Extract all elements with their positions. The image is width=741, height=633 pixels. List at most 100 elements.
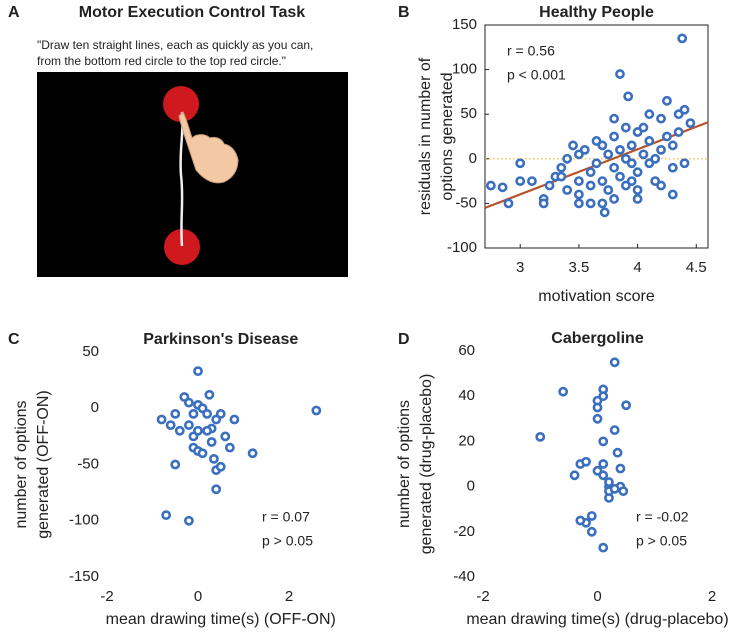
data-point	[626, 176, 637, 186]
data-point	[609, 131, 620, 142]
data-point	[679, 158, 690, 169]
y-axis-label: generated (drug-placebo)	[418, 374, 435, 555]
data-point	[618, 486, 629, 497]
data-point	[311, 405, 322, 416]
data-point	[609, 113, 620, 124]
y-tick-label: 20	[458, 432, 475, 449]
y-tick-label: 0	[467, 478, 475, 495]
data-point	[573, 198, 584, 209]
data-point	[193, 425, 203, 436]
x-axis-label: motivation score	[538, 288, 655, 305]
data-point	[215, 408, 226, 419]
data-point	[527, 176, 537, 186]
data-point	[662, 131, 672, 142]
data-point	[515, 158, 526, 169]
y-tick-label: 0	[91, 399, 99, 416]
data-point	[597, 140, 608, 151]
stat-annotation: r = 0.56	[507, 43, 555, 59]
data-point	[573, 189, 584, 200]
panel-label: B	[398, 4, 410, 21]
x-axis-label: mean drawing time(s) (OFF-ON)	[106, 611, 336, 628]
y-tick-label: 50	[82, 343, 99, 360]
data-point	[183, 420, 194, 431]
data-point	[193, 366, 203, 377]
data-point	[685, 118, 696, 129]
data-point	[224, 442, 235, 453]
data-point	[612, 447, 623, 458]
chart-title: Parkinson's Disease	[143, 331, 298, 348]
data-point	[573, 176, 584, 186]
data-point	[503, 198, 514, 209]
data-point	[558, 386, 569, 397]
data-point	[202, 425, 212, 436]
data-point	[603, 149, 614, 160]
data-point	[535, 431, 546, 442]
data-point	[638, 149, 649, 160]
data-point	[677, 33, 688, 44]
chart-title: Healthy People	[539, 4, 654, 21]
data-point	[615, 69, 625, 79]
stat-annotation: p < 0.001	[507, 67, 566, 83]
data-point	[209, 453, 219, 464]
stat-annotation: p > 0.05	[636, 533, 687, 549]
target-circle	[163, 86, 199, 122]
x-tick-label: 2	[285, 588, 293, 605]
data-point	[156, 414, 167, 425]
y-tick-label: -50	[77, 455, 99, 472]
y-axis-label: residuals in number of	[417, 57, 434, 215]
data-point	[170, 408, 181, 419]
x-tick-label: 0	[194, 588, 202, 605]
data-point	[515, 176, 526, 186]
data-point	[656, 144, 666, 155]
data-point	[183, 397, 194, 408]
panel-label: A	[8, 4, 20, 21]
data-point	[202, 408, 212, 419]
data-point	[220, 431, 231, 442]
y-tick-label: -50	[455, 194, 477, 211]
data-point	[662, 95, 672, 106]
data-point	[497, 182, 508, 193]
data-point	[656, 113, 666, 124]
data-point	[161, 510, 172, 521]
data-point	[569, 470, 580, 481]
x-tick-label: 3	[516, 259, 524, 276]
data-point	[591, 158, 602, 169]
start-circle	[164, 229, 200, 265]
data-point	[598, 542, 609, 553]
data-point	[170, 459, 181, 470]
data-point	[609, 357, 620, 368]
data-point	[638, 122, 649, 133]
y-tick-label: 60	[458, 342, 475, 359]
y-tick-label: -150	[69, 568, 99, 585]
data-point	[667, 162, 678, 173]
data-point	[165, 420, 176, 431]
stat-annotation: r = 0.07	[262, 509, 310, 525]
data-point	[632, 194, 643, 204]
instruction-line: from the bottom red circle to the top re…	[37, 54, 286, 68]
data-point	[174, 425, 185, 436]
task-illustration	[37, 72, 348, 277]
data-point	[656, 180, 666, 191]
data-point	[598, 470, 609, 481]
drawn-line	[179, 111, 184, 247]
data-point	[650, 153, 661, 164]
data-point	[609, 425, 620, 435]
data-point	[673, 127, 684, 137]
data-point	[544, 180, 555, 191]
data-point	[575, 515, 586, 526]
data-point	[632, 167, 643, 178]
y-tick-label: -40	[453, 568, 475, 585]
data-point	[592, 402, 603, 413]
data-point	[197, 448, 208, 459]
x-tick-label: 4	[633, 259, 641, 276]
data-point	[644, 136, 655, 146]
y-tick-label: -20	[453, 523, 475, 540]
stat-annotation: p > 0.05	[262, 533, 313, 549]
data-point	[206, 437, 217, 447]
panel-title: Motor Execution Control Task	[79, 4, 305, 21]
x-tick-label: 3.5	[568, 259, 589, 276]
data-point	[579, 144, 590, 155]
instruction-line: "Draw ten straight lines, each as quickl…	[37, 38, 313, 52]
hand	[178, 111, 239, 184]
data-point	[598, 436, 609, 447]
